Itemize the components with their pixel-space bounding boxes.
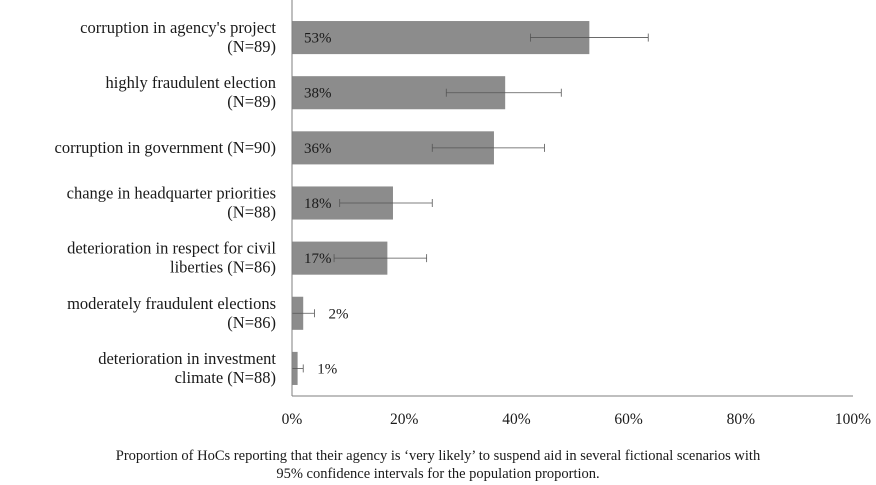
data-label: 17% bbox=[304, 251, 332, 267]
category-label-line: climate (N=88) bbox=[175, 368, 276, 387]
category-label-line: (N=86) bbox=[227, 313, 276, 332]
category-label-line: corruption in agency's project bbox=[80, 18, 276, 37]
x-tick-label: 40% bbox=[502, 411, 531, 428]
category-label: deterioration in investment climate (N=88… bbox=[98, 349, 276, 387]
axis-layer: 0% 20% 40% 60% 80% 100% bbox=[282, 0, 871, 428]
bar-chart: 53% 38% 36% 18% 17% 2% 1% corruption in agency… bbox=[55, 0, 871, 428]
value-labels-layer: 53% 38% 36% 18% 17% 2% 1% bbox=[304, 31, 348, 378]
category-label-line: (N=89) bbox=[227, 92, 276, 111]
x-tick-label: 80% bbox=[727, 411, 756, 428]
category-label: deterioration in respect for civil libert… bbox=[67, 239, 276, 277]
x-tick-label: 60% bbox=[614, 411, 643, 428]
category-label-line: deterioration in investment bbox=[98, 349, 276, 368]
category-label: change in headquarter priorities (N=88) bbox=[67, 184, 276, 222]
category-label-line: deterioration in respect for civil bbox=[67, 239, 276, 258]
data-label: 38% bbox=[304, 86, 332, 102]
category-label: corruption in agency's project (N=89) bbox=[80, 18, 276, 56]
category-label-line: (N=89) bbox=[227, 37, 276, 56]
category-label-line: moderately fraudulent elections bbox=[67, 294, 276, 313]
category-label: moderately fraudulent elections (N=86) bbox=[67, 294, 276, 332]
data-label: 2% bbox=[328, 306, 348, 322]
category-label: highly fraudulent election (N=89) bbox=[106, 73, 276, 111]
caption-line-2: 95% confidence intervals for the populat… bbox=[276, 466, 600, 482]
bars-layer bbox=[292, 21, 590, 385]
category-label-line: corruption in government (N=90) bbox=[55, 138, 276, 157]
error-bars-layer bbox=[291, 33, 649, 373]
category-labels-layer: corruption in agency's project (N=89)high… bbox=[55, 18, 277, 387]
category-label-line: change in headquarter priorities bbox=[67, 184, 276, 203]
caption-line-1: Proportion of HoCs reporting that their … bbox=[115, 448, 761, 464]
data-label: 36% bbox=[304, 141, 332, 157]
x-tick-label: 100% bbox=[835, 411, 871, 428]
data-label: 1% bbox=[317, 361, 337, 377]
category-label-line: liberties (N=86) bbox=[170, 258, 276, 277]
data-label: 53% bbox=[304, 31, 332, 47]
data-label: 18% bbox=[304, 196, 332, 212]
category-label-line: highly fraudulent election bbox=[106, 73, 276, 92]
x-tick-label: 20% bbox=[390, 411, 419, 428]
category-label-line: (N=88) bbox=[227, 203, 276, 222]
category-label: corruption in government (N=90) bbox=[55, 138, 276, 157]
x-tick-label: 0% bbox=[282, 411, 303, 428]
